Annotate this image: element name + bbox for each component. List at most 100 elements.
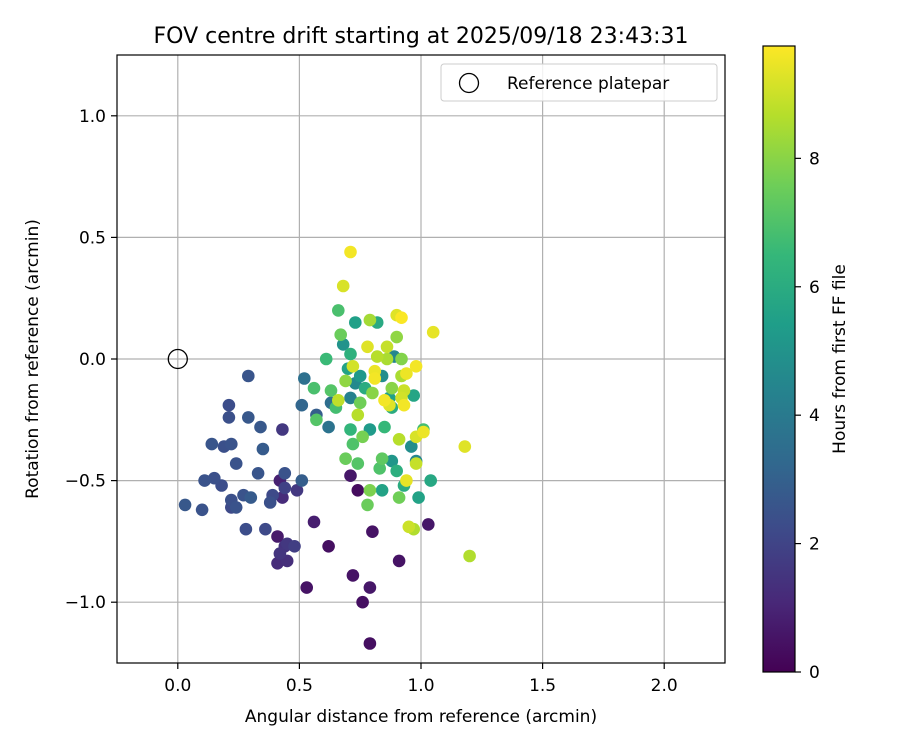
- scatter-point-91: [373, 462, 387, 475]
- scatter-point-60: [344, 245, 357, 259]
- x-tick-label-4: 2.0: [651, 676, 678, 696]
- scatter-point-83: [366, 525, 379, 538]
- scatter-point-53: [332, 304, 345, 317]
- scatter-point-40: [298, 372, 311, 385]
- scatter-point-2: [198, 474, 211, 487]
- scatter-point-65: [346, 437, 360, 451]
- scatter-point-90: [370, 350, 384, 363]
- scatter-point-98: [380, 352, 394, 366]
- scatter-point-97: [380, 340, 394, 354]
- scatter-point-70: [351, 457, 365, 470]
- scatter-point-38: [295, 474, 309, 487]
- scatter-point-128: [412, 491, 425, 504]
- y-tick-label-0: −1.0: [65, 593, 106, 613]
- scatter-point-39: [295, 398, 309, 412]
- legend-box: [440, 63, 718, 102]
- colorbar-ticks: 0 2 4 6 8: [795, 149, 820, 683]
- scatter-point-135: [463, 549, 476, 563]
- scatter-point-17: [244, 491, 258, 504]
- legend: Reference platepar: [440, 63, 718, 102]
- scatter-point-16: [242, 411, 255, 424]
- scatter-point-131: [422, 518, 435, 531]
- scatter-point-132: [424, 474, 438, 487]
- scatter-point-84: [363, 313, 377, 327]
- scatter-point-126: [409, 360, 423, 373]
- scatter-point-112: [392, 554, 406, 568]
- scatter-point-107: [390, 464, 404, 478]
- scatter-point-109: [392, 491, 406, 504]
- scatter-point-134: [458, 440, 472, 453]
- scatter-point-80: [363, 484, 377, 497]
- scatter-point-82: [363, 637, 377, 650]
- colorbar-tick-label-0: 0: [809, 663, 820, 683]
- scatter-point-55: [336, 338, 350, 351]
- scatter-point-130: [417, 425, 430, 439]
- scatter-point-75: [356, 595, 369, 609]
- x-axis-ticks: 0.0 0.5 1.0 1.5 2.0: [164, 663, 678, 696]
- grid-lines: [117, 55, 725, 663]
- scatter-point-74: [353, 369, 367, 383]
- scatter-point-79: [361, 340, 374, 354]
- scatter-point-0: [178, 498, 192, 512]
- scatter-point-47: [307, 381, 321, 395]
- x-tick-label-3: 1.5: [529, 676, 556, 696]
- colorbar-tick-label-4: 8: [809, 149, 820, 169]
- colorbar-tick-label-1: 2: [809, 535, 820, 555]
- y-tick-label-3: 0.5: [79, 228, 106, 248]
- x-tick-label-0: 0.0: [164, 676, 191, 696]
- scatter-point-119: [400, 367, 413, 380]
- scatter-point-122: [407, 389, 421, 402]
- scatter-point-105: [390, 330, 404, 344]
- scatter-point-10: [229, 457, 243, 470]
- scatter-point-42: [307, 515, 321, 529]
- scatter-point-20: [254, 420, 267, 434]
- scatter-point-88: [368, 372, 382, 385]
- x-tick-label-1: 0.5: [286, 676, 313, 696]
- scatter-point-25: [271, 530, 284, 543]
- reference-platepar-marker: [167, 348, 188, 370]
- scatter-point-1: [195, 503, 209, 517]
- x-axis-label: Angular distance from reference (arcmin): [245, 707, 597, 727]
- scatter-point-59: [339, 452, 352, 466]
- scatter-point-66: [346, 569, 360, 582]
- scatter-point-76: [356, 430, 369, 444]
- scatter-point-48: [310, 413, 323, 427]
- scatter-point-15: [242, 369, 255, 383]
- scatter-point-31: [278, 481, 292, 495]
- scatter-point-45: [322, 420, 335, 434]
- y-tick-label-2: 0.0: [79, 350, 106, 370]
- scatter-point-30: [278, 467, 292, 480]
- scatter-point-50: [324, 384, 338, 397]
- scatter-point-108: [392, 433, 406, 446]
- scatter-point-44: [322, 540, 335, 553]
- scatter-point-121: [405, 440, 418, 453]
- scatter-point-63: [344, 423, 357, 436]
- y-tick-label-1: −0.5: [65, 472, 106, 492]
- scatter-point-3: [208, 471, 221, 485]
- scatter-point-95: [378, 420, 391, 434]
- colorbar-tick-label-3: 6: [809, 278, 820, 298]
- scatter-point-27: [271, 557, 284, 570]
- scatter-point-36: [288, 540, 301, 553]
- scatter-point-54: [336, 279, 350, 293]
- scatter-point-64: [344, 469, 357, 483]
- scatter-point-28: [273, 547, 287, 560]
- scatter-point-133: [426, 325, 440, 339]
- scatter-point-56: [334, 328, 348, 342]
- scatter-point-7: [225, 437, 238, 451]
- scatter-point-49: [319, 352, 333, 366]
- scatter-point-14: [229, 501, 243, 514]
- scatter-point-23: [263, 496, 277, 509]
- scatter-point-118: [400, 474, 413, 487]
- scatter-point-72: [351, 408, 365, 422]
- scatter-point-92: [375, 452, 389, 466]
- colorbar-label: Hours from first FF file: [830, 264, 850, 454]
- scatter-point-111: [395, 311, 408, 325]
- scatter-points: [178, 245, 476, 650]
- scatter-point-71: [351, 484, 365, 497]
- scatter-point-125: [409, 457, 423, 470]
- x-tick-label-2: 1.0: [407, 676, 434, 696]
- scatter-point-61: [344, 347, 357, 361]
